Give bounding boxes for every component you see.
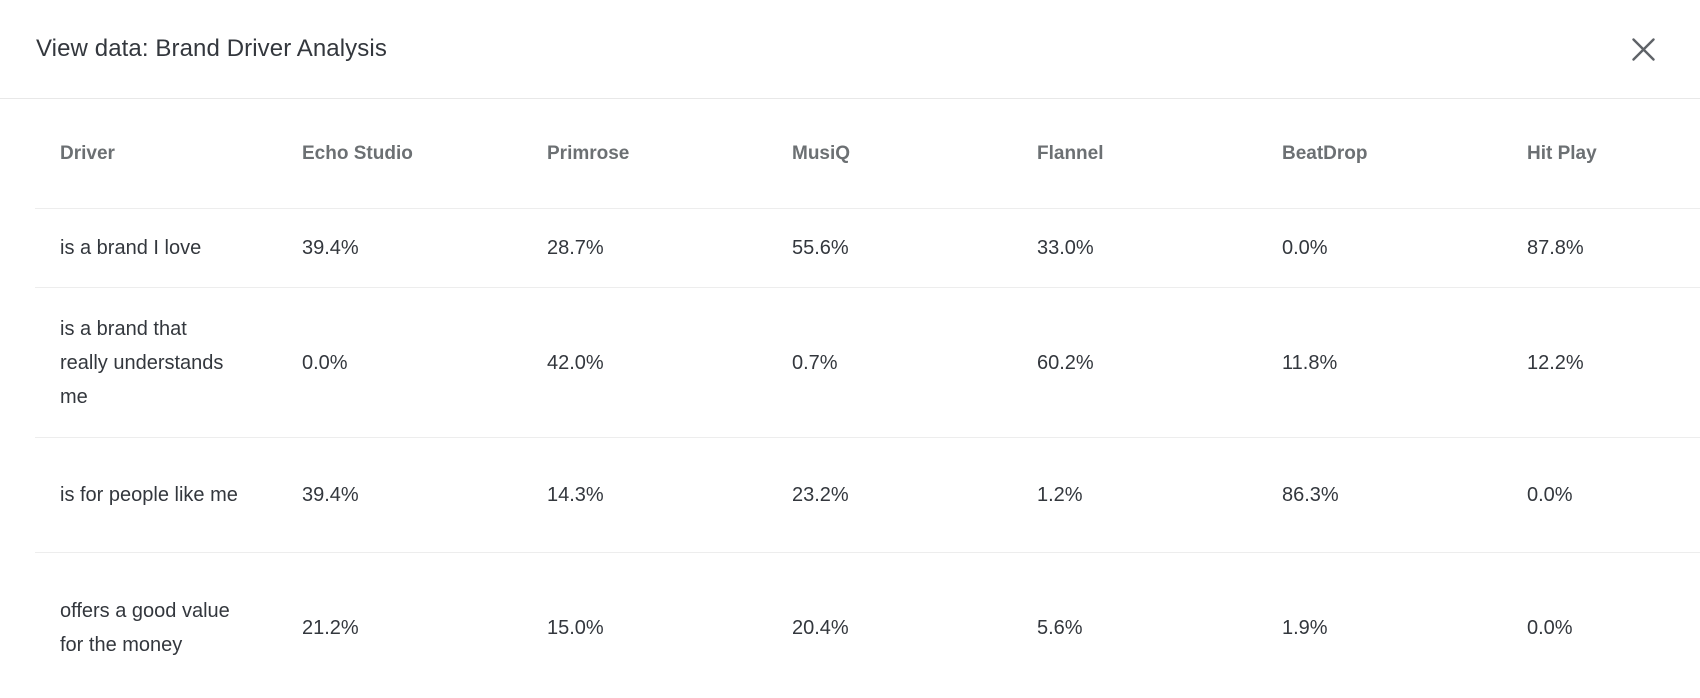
column-header-primrose: Primrose	[547, 142, 630, 164]
table-cell: 20.4%	[792, 616, 849, 639]
driver-label: is a brand that really understands me	[60, 317, 224, 408]
table-cell: 5.6%	[1037, 616, 1083, 639]
table-cell: 1.2%	[1037, 484, 1083, 506]
table-row: is a brand I love 39.4% 28.7% 55.6% 33.0…	[35, 208, 1700, 287]
table-cell: 0.7%	[792, 351, 838, 374]
data-table: Driver Echo Studio Primrose MusiQ Flanne…	[35, 99, 1700, 698]
driver-label: offers a good value for the money	[60, 599, 230, 656]
table-cell: 39.4%	[302, 237, 359, 259]
table-cell: 23.2%	[792, 484, 849, 506]
table-row: is a brand that really understands me 0.…	[35, 287, 1700, 437]
table-cell: 15.0%	[547, 616, 604, 639]
close-button[interactable]	[1626, 32, 1660, 66]
driver-label: is a brand I love	[60, 237, 202, 259]
column-header-beatdrop: BeatDrop	[1282, 142, 1368, 164]
table-cell: 0.0%	[1527, 484, 1573, 506]
table-cell: 39.4%	[302, 484, 359, 506]
table-cell: 0.0%	[1527, 616, 1573, 639]
column-header-flannel: Flannel	[1037, 142, 1104, 164]
table-cell: 86.3%	[1282, 484, 1339, 506]
modal-title: View data: Brand Driver Analysis	[36, 35, 387, 62]
table-cell: 11.8%	[1282, 351, 1338, 374]
table-row: offers a good value for the money 21.2% …	[35, 552, 1700, 698]
driver-label: is for people like me	[60, 484, 238, 506]
table-cell: 33.0%	[1037, 237, 1094, 259]
column-header-hit-play: Hit Play	[1527, 142, 1597, 164]
table-cell: 60.2%	[1037, 351, 1094, 374]
table-cell: 55.6%	[792, 237, 849, 259]
table-cell: 1.9%	[1282, 616, 1328, 639]
table-cell: 28.7%	[547, 237, 604, 259]
table-header-row: Driver Echo Studio Primrose MusiQ Flanne…	[35, 99, 1700, 208]
column-header-echo-studio: Echo Studio	[302, 142, 413, 164]
table-cell: 42.0%	[547, 351, 604, 374]
table-cell: 12.2%	[1527, 351, 1584, 374]
column-header-driver: Driver	[60, 142, 115, 164]
column-header-musiq: MusiQ	[792, 142, 851, 164]
table-cell: 14.3%	[547, 484, 604, 506]
table-cell: 0.0%	[1282, 237, 1328, 259]
close-icon	[1630, 36, 1657, 63]
table-row: is for people like me 39.4% 14.3% 23.2% …	[35, 437, 1700, 552]
modal-header: View data: Brand Driver Analysis	[0, 0, 1700, 99]
table-cell: 87.8%	[1527, 237, 1584, 259]
table-cell: 21.2%	[302, 616, 359, 639]
table-cell: 0.0%	[302, 351, 348, 374]
